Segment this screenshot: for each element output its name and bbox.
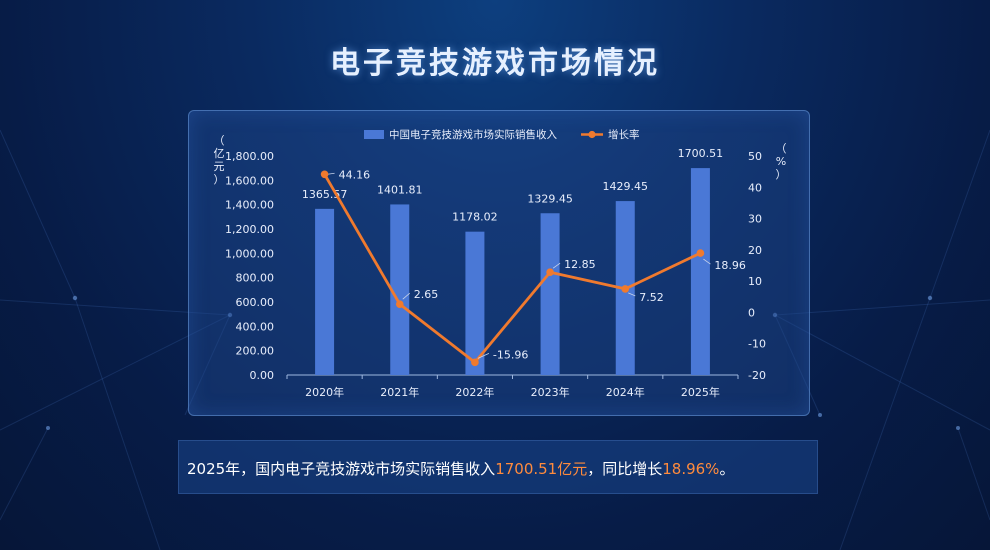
growth-point xyxy=(320,170,329,179)
bar-value-label: 1365.57 xyxy=(302,188,348,201)
bar-value-label: 1178.02 xyxy=(452,211,498,224)
summary-suffix: 。 xyxy=(719,460,735,478)
growth-value-label: 7.52 xyxy=(639,291,664,304)
growth-leader-line xyxy=(477,352,490,359)
x-tick-label: 2024年 xyxy=(606,385,645,399)
y-right-tick-label: 0 xyxy=(748,306,755,319)
x-tick-label: 2025年 xyxy=(681,385,720,399)
growth-value-label: 12.85 xyxy=(564,258,596,271)
x-tick-label: 2023年 xyxy=(531,385,570,399)
summary-growth: 18.96% xyxy=(662,460,720,478)
bar-value-label: 1429.45 xyxy=(603,180,649,193)
bar-value-label: 1401.81 xyxy=(377,183,423,196)
y-left-tick-label: 1,800.00 xyxy=(225,150,274,163)
growth-point xyxy=(696,249,705,257)
bar xyxy=(465,231,485,375)
growth-value-label: 18.96 xyxy=(714,259,746,272)
growth-point xyxy=(621,285,630,293)
y-right-axis-title: （%） xyxy=(776,142,787,181)
growth-value-label: 44.16 xyxy=(339,168,371,181)
legend-bar-swatch xyxy=(364,130,384,139)
y-left-tick-label: 1,200.00 xyxy=(225,223,274,236)
growth-point xyxy=(395,300,404,308)
y-left-tick-label: 400.00 xyxy=(236,320,275,333)
summary-box: 2025年，国内电子竞技游戏市场实际销售收入1700.51亿元，同比增长18.9… xyxy=(178,440,818,494)
y-left-tick-label: 1,600.00 xyxy=(225,174,274,187)
growth-leader-line xyxy=(327,172,335,175)
x-tick-label: 2020年 xyxy=(305,385,344,399)
y-left-tick-label: 800.00 xyxy=(236,272,275,285)
growth-line xyxy=(323,173,702,364)
bar xyxy=(540,213,560,375)
legend-line-label: 增长率 xyxy=(608,128,640,141)
bar xyxy=(315,208,335,375)
bar-value-label: 1700.51 xyxy=(678,147,724,160)
summary-text: 2025年，国内电子竞技游戏市场实际销售收入1700.51亿元，同比增长18.9… xyxy=(187,458,734,479)
y-right-tick-label: 10 xyxy=(748,275,762,288)
y-right-tick-label: 40 xyxy=(748,181,762,194)
y-right-tick-label: 50 xyxy=(748,150,762,163)
y-left-tick-label: 600.00 xyxy=(236,296,275,309)
legend-line-marker xyxy=(588,130,596,139)
y-right-tick-label: -20 xyxy=(748,369,766,382)
growth-value-label: 2.65 xyxy=(414,288,439,301)
combo-chart: 0.00 200.00 400.00 600.00 800.00 1,000.00 1,20… xyxy=(214,128,787,399)
y-left-tick-label: 1,000.00 xyxy=(225,247,274,260)
x-tick-label: 2022年 xyxy=(455,385,494,399)
y-left-tick-label: 1,400.00 xyxy=(225,199,274,212)
growth-leader-line xyxy=(628,292,636,297)
page-title: 电子竞技游戏市场情况 xyxy=(330,46,660,81)
y-right-tick-label: 30 xyxy=(748,213,762,226)
growth-value-label: -15.96 xyxy=(493,348,528,361)
summary-middle: ，同比增长 xyxy=(587,460,663,478)
summary-revenue: 1700.51亿元 xyxy=(495,460,588,478)
y-left-tick-label: 0.00 xyxy=(250,369,275,382)
growth-point xyxy=(471,358,479,367)
legend-bar-label: 中国电子竞技游戏市场实际销售收入 xyxy=(389,128,557,141)
growth-leader-line xyxy=(552,262,561,269)
y-left-tick-label: 200.00 xyxy=(236,345,275,358)
growth-leader-line xyxy=(703,258,711,265)
bar-value-label: 1329.45 xyxy=(527,192,573,205)
y-right-tick-label: 20 xyxy=(748,244,762,257)
x-tick-label: 2021年 xyxy=(380,385,419,399)
growth-point xyxy=(546,268,554,277)
bar xyxy=(390,204,410,375)
summary-prefix: 2025年，国内电子竞技游戏市场实际销售收入 xyxy=(187,460,496,478)
y-left-axis-title: （亿元） xyxy=(214,134,225,186)
y-right-tick-label: -10 xyxy=(748,338,766,351)
growth-leader-line xyxy=(402,292,411,300)
bar xyxy=(690,168,710,375)
